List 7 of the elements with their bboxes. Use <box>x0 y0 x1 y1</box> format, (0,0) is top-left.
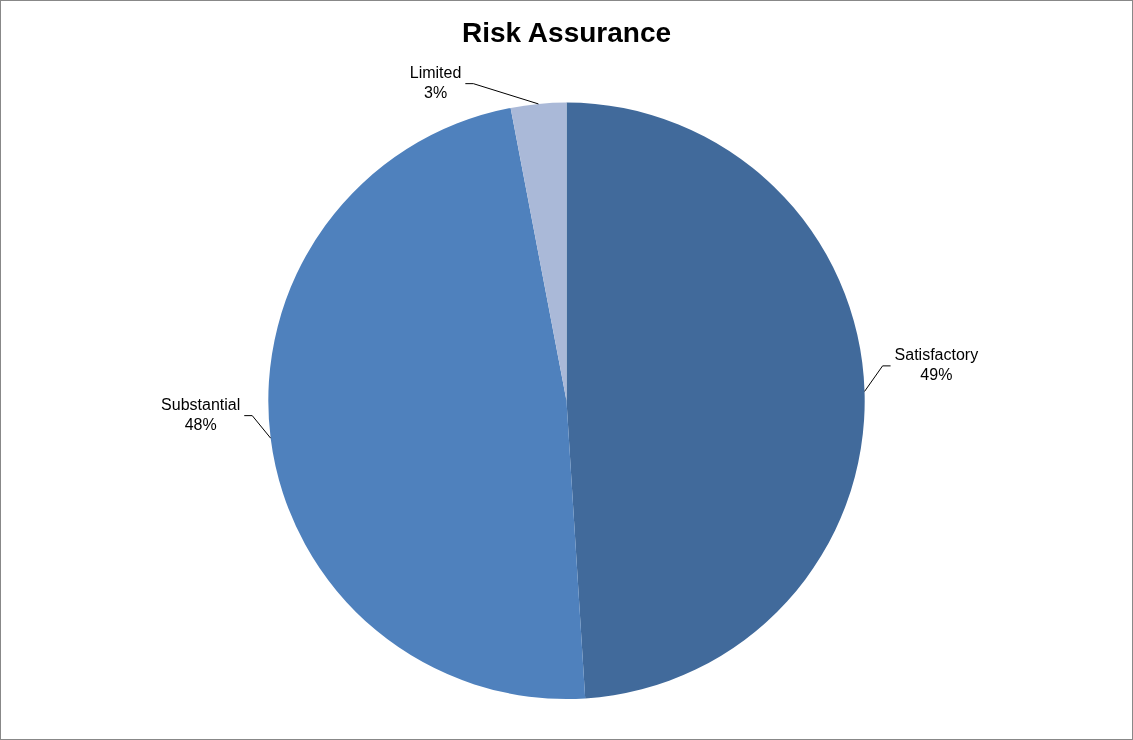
slice-label: Substantial <box>161 396 241 414</box>
chart-title: Risk Assurance <box>461 16 672 48</box>
data-label: 48% <box>184 416 217 434</box>
slice-label: Satisfactory <box>894 346 979 364</box>
data-label: 49% <box>920 366 953 384</box>
slice-label: Limited <box>409 64 462 82</box>
data-label: 3% <box>423 84 448 102</box>
